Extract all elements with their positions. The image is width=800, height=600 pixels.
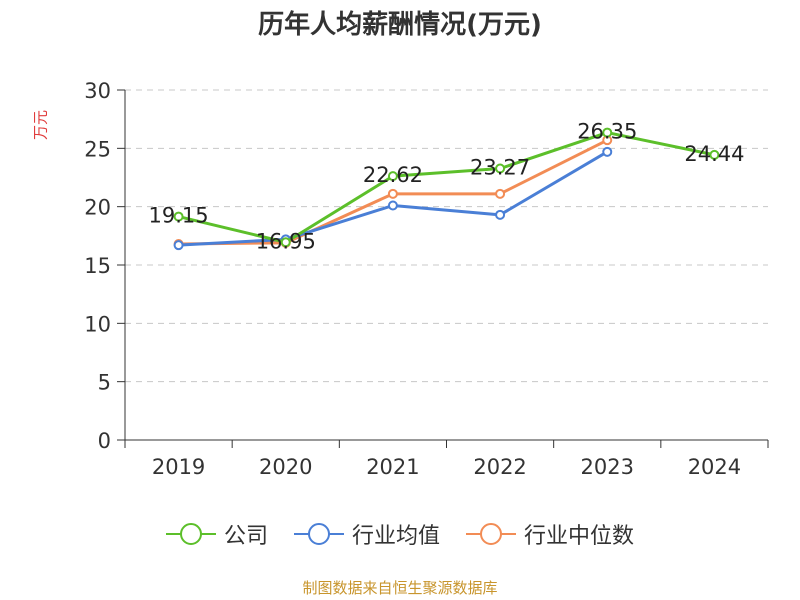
data-labels: 19.15 16.95 22.62 23.27 26.35 24.44 [149,120,745,254]
legend-label-industry-median: 行业中位数 [524,524,635,549]
data-point [709,149,720,160]
x-tick-label: 2023 [581,455,634,479]
y-tick-label: 10 [84,312,111,336]
legend-swatch-industry-mean-icon [293,523,344,545]
series-line [178,131,715,244]
data-point [387,188,398,199]
chart-title: 历年人均薪酬情况(万元) [258,10,542,40]
y-tick-label: 5 [98,371,111,395]
x-tick-label: 2021 [366,455,419,479]
y-tick-label: 30 [84,79,111,103]
x-tick-label: 2020 [259,455,312,479]
data-label: 23.27 [470,156,530,180]
data-point [602,127,613,138]
data-label: 19.15 [149,204,209,228]
source-note: 制图数据来自恒生聚源数据库 [302,579,498,597]
data-point [387,171,398,182]
data-label: 16.95 [256,229,316,253]
legend-label-company: 公司 [223,524,268,549]
legend-item-industry-median[interactable]: 行业中位数 [466,518,634,550]
data-label: 26.35 [577,120,637,144]
legend-item-company[interactable]: 公司 [165,518,268,550]
y-tick-label: 15 [84,254,111,278]
series-layer [173,127,720,251]
data-point [495,188,506,199]
data-label: 24.44 [684,142,744,166]
x-tick-label: 2019 [152,455,205,479]
legend: 公司 行业均值 行业中位数 [0,518,800,550]
axes: 0 5 10 15 20 25 30 2019 2020 2021 2022 2023 2024 [84,79,769,479]
data-point [280,237,291,248]
data-point [173,240,184,251]
grid-lines [125,89,768,383]
y-tick-label: 25 [84,137,111,161]
data-point [495,163,506,174]
y-tick-label: 20 [84,196,111,220]
y-tick-label: 0 [98,429,111,453]
legend-swatch-industry-median-icon [466,523,516,545]
data-point [602,146,613,157]
legend-item-industry-mean[interactable]: 行业均值 [293,518,440,550]
data-point [173,211,184,222]
data-point [495,209,506,220]
legend-label-industry-mean: 行业均值 [351,524,440,549]
data-point [387,200,398,211]
legend-swatch-company-icon [165,523,216,545]
x-tick-label: 2024 [688,455,741,479]
data-label: 22.62 [363,163,423,187]
x-tick-label: 2022 [473,455,526,479]
